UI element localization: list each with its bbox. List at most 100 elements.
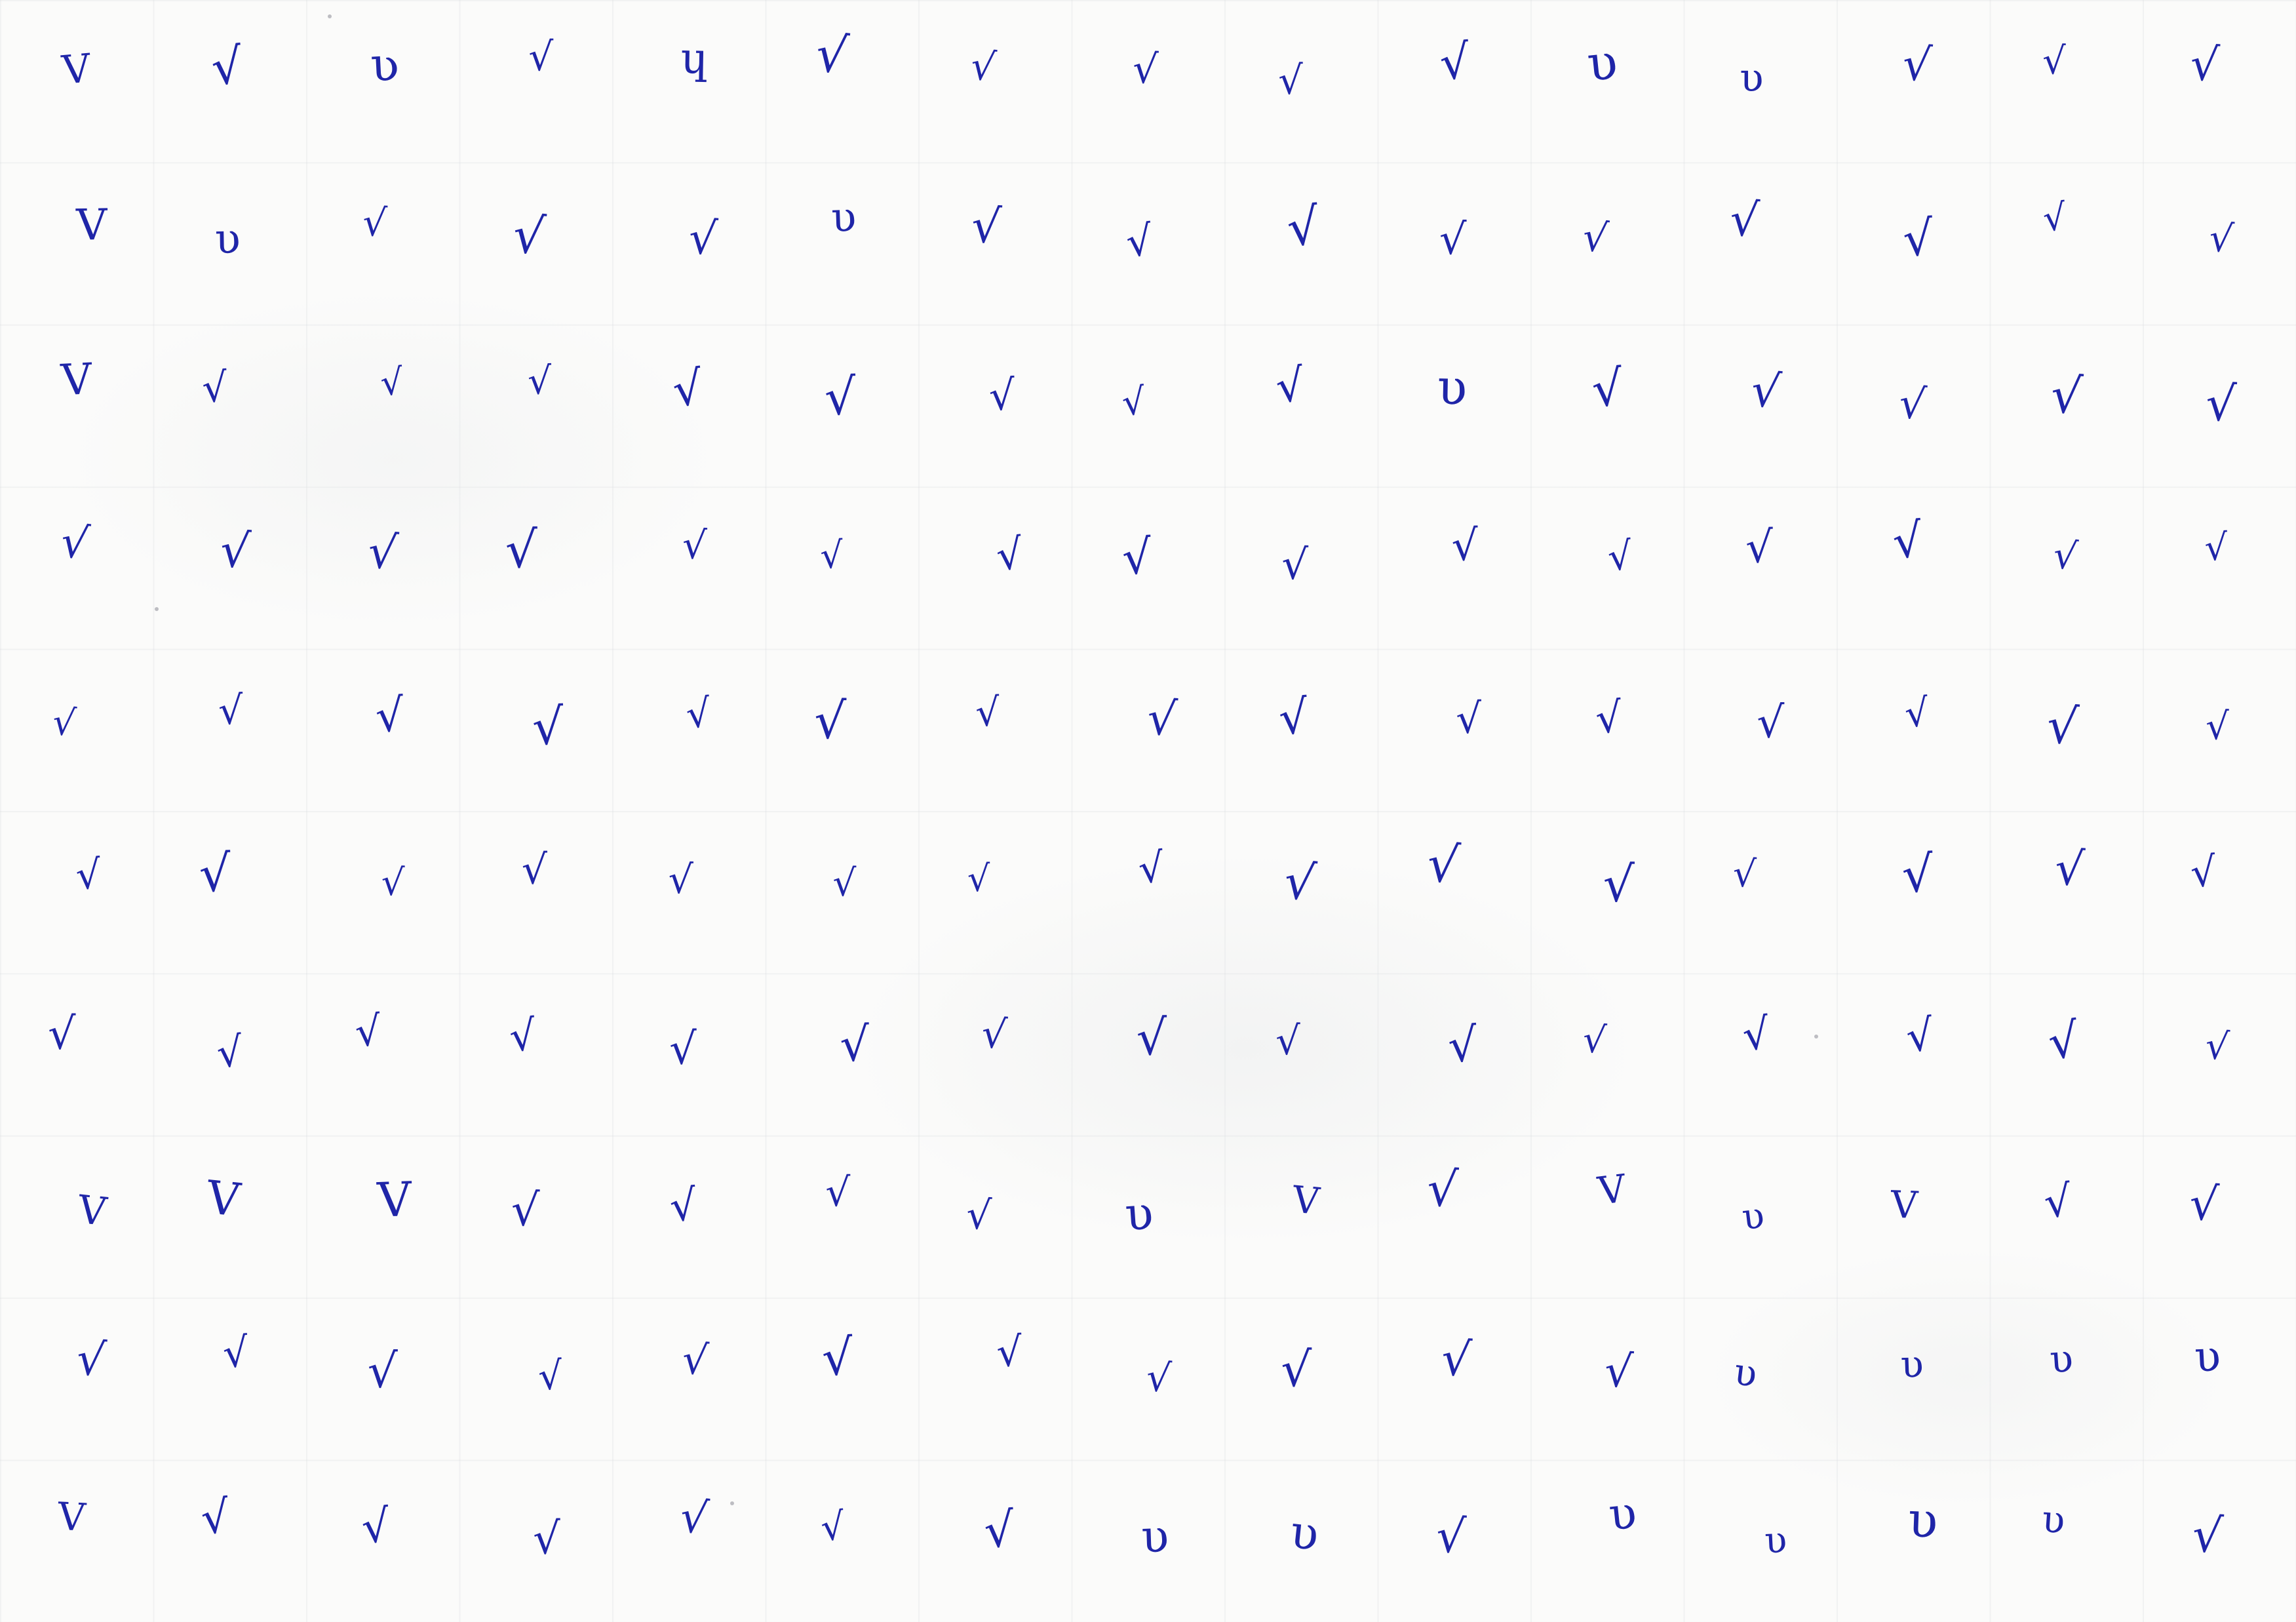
handwritten-mark: √ [507, 1011, 539, 1062]
checkmark-cell: √ [918, 325, 1072, 486]
handwritten-mark: √ [2205, 705, 2230, 749]
checkmark-cell: ɥ [612, 0, 766, 162]
handwritten-mark: V [75, 1187, 109, 1236]
handwritten-mark: √ [1581, 1018, 1608, 1063]
handwritten-mark: √ [820, 1329, 855, 1388]
checkmark-cell: υ [1684, 1136, 1837, 1297]
handwritten-mark: υ [1907, 1492, 1939, 1551]
handwritten-mark: √ [74, 1332, 108, 1388]
checkmark-cell: √ [2143, 486, 2296, 648]
handwritten-mark: √ [832, 861, 857, 905]
handwritten-mark: √ [58, 516, 92, 570]
handwritten-mark: √ [1437, 34, 1473, 92]
checkmark-cell: √ [1224, 811, 1378, 973]
handwritten-mark: √ [1120, 530, 1154, 586]
handwritten-mark: √ [1424, 835, 1462, 896]
checkmark-cell: √ [612, 162, 766, 324]
handwritten-mark: √ [381, 861, 406, 905]
checkmark-cell: √ [2143, 811, 2296, 973]
checkmark-cell: √ [1378, 973, 1531, 1135]
handwritten-mark: √ [2049, 367, 2085, 427]
checkmark-cell: υ [1530, 1460, 1684, 1622]
handwritten-mark: √ [359, 1500, 393, 1555]
checkmark-cell: υ [1378, 325, 1531, 486]
ink-speck [730, 1501, 734, 1505]
handwritten-mark: V [1595, 1167, 1629, 1215]
handwritten-mark: √ [1272, 359, 1308, 414]
checkmark-cell: √ [766, 973, 919, 1135]
handwritten-mark: √ [966, 858, 990, 900]
handwritten-mark: √ [528, 34, 554, 80]
handwritten-mark: √ [531, 698, 565, 757]
handwritten-mark: √ [1439, 1332, 1473, 1388]
handwritten-mark: √ [48, 1009, 76, 1060]
checkmark-cell: V [0, 1460, 153, 1622]
checkmark-cell: V [0, 325, 153, 486]
checkmark-cell: √ [459, 325, 613, 486]
checkmark-cell: √ [153, 1460, 307, 1622]
handwritten-mark: √ [813, 692, 847, 751]
checkmark-cell: √ [1530, 649, 1684, 811]
handwritten-mark: √ [1580, 214, 1610, 263]
checkmark-cell: √ [612, 973, 766, 1135]
checkmark-cell: √ [459, 162, 613, 324]
checkmark-cell: √ [1378, 486, 1531, 648]
checkmark-cell: υ [1990, 1460, 2143, 1622]
handwritten-mark: V [59, 355, 93, 406]
handwritten-mark: √ [2189, 38, 2221, 92]
checkmark-cell: υ [153, 162, 307, 324]
checkmark-cell: √ [1072, 486, 1225, 648]
checkmark-cell: √ [153, 1297, 307, 1459]
checkmark-cell: √ [1072, 162, 1225, 324]
checkmark-cell: √ [1378, 0, 1531, 162]
checkmark-cell: υ [2143, 1297, 2296, 1459]
checkmark-cell: √ [612, 1460, 766, 1622]
handwritten-mark: √ [1132, 46, 1159, 93]
checkmark-cell: υ [1072, 1460, 1225, 1622]
handwritten-mark: √ [366, 524, 400, 581]
handwritten-mark: √ [1439, 215, 1467, 265]
checkmark-cell: √ [1530, 973, 1684, 1135]
handwritten-mark: √ [537, 1353, 564, 1400]
checkmark-cell: υ [1530, 0, 1684, 162]
handwritten-mark: √ [1589, 360, 1625, 420]
handwritten-mark: √ [2045, 698, 2081, 757]
checkmark-cell: √ [1224, 649, 1378, 811]
checkmark-cell: √ [2143, 1136, 2296, 1297]
checkmark-cell: √ [1990, 0, 2143, 162]
checkmark-cell: √ [1837, 486, 1990, 648]
checkmark-cell: √ [1990, 1136, 2143, 1297]
handwritten-mark: υ [1287, 1505, 1321, 1562]
handwritten-mark: √ [667, 857, 693, 903]
handwritten-mark: √ [2045, 1013, 2082, 1071]
checkmark-cell: υ [766, 162, 919, 324]
checkmark-cell: √ [1990, 649, 2143, 811]
handwritten-mark: √ [974, 690, 1001, 736]
checkmark-cell: √ [1990, 162, 2143, 324]
checkmark-cell: √ [1378, 1136, 1531, 1297]
checkmark-cell: √ [1837, 0, 1990, 162]
handwritten-mark: √ [667, 1181, 699, 1233]
handwritten-mark: √ [1446, 1018, 1480, 1074]
handwritten-mark: √ [680, 1335, 710, 1385]
handwritten-mark: √ [1740, 1009, 1773, 1061]
handwritten-mark: √ [1728, 193, 1761, 248]
checkmark-cell: √ [1072, 325, 1225, 486]
handwritten-mark: √ [362, 201, 389, 246]
checkmark-cell: √ [306, 1297, 459, 1459]
handwritten-mark: √ [2189, 848, 2219, 898]
handwritten-mark: υ [1123, 1187, 1156, 1242]
checkmark-cell: √ [306, 973, 459, 1135]
handwritten-mark: √ [1144, 1355, 1173, 1402]
checkmark-cell: √ [1837, 325, 1990, 486]
handwritten-mark: √ [965, 1193, 992, 1240]
checkmark-cell: √ [2143, 973, 2296, 1135]
handwritten-mark: √ [1281, 540, 1308, 589]
handwritten-mark: √ [2041, 196, 2069, 241]
checkmark-cell: √ [459, 649, 613, 811]
handwritten-mark: √ [1455, 695, 1483, 744]
checkmark-cell: υ [1224, 1460, 1378, 1622]
checkmark-cell: V [1530, 1136, 1684, 1297]
checkmark-cell: √ [306, 1460, 459, 1622]
